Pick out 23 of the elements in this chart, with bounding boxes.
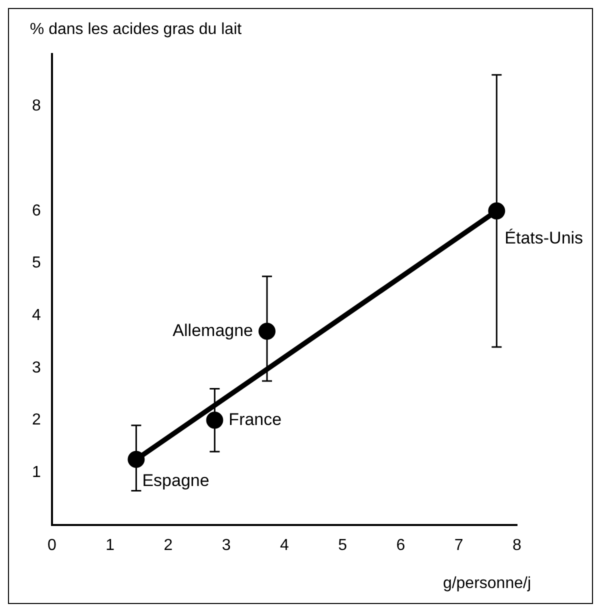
y-tick-label: 5 bbox=[32, 254, 41, 272]
y-tick-label: 6 bbox=[32, 202, 41, 220]
point bbox=[258, 322, 276, 340]
x-tick-label: 4 bbox=[280, 536, 289, 554]
x-tick-label: 3 bbox=[222, 536, 231, 554]
x-axis-title: g/personne/j bbox=[442, 575, 531, 592]
annotation: Allemagne bbox=[172, 320, 254, 340]
x-tick-label: 1 bbox=[106, 536, 115, 554]
x-tick-label: 2 bbox=[164, 536, 173, 554]
x-tick-label: 7 bbox=[454, 536, 464, 554]
y-tick-label: 4 bbox=[32, 306, 41, 324]
y-tick-label: 8 bbox=[32, 98, 41, 115]
annotation: France bbox=[228, 410, 282, 429]
y-tick-label: 1 bbox=[32, 464, 41, 481]
y-axis-title: % dans les acides gras du lait bbox=[30, 21, 242, 38]
annotation: Espagne bbox=[142, 471, 210, 490]
x-tick-label: 6 bbox=[396, 536, 406, 554]
annotation: États-Unis bbox=[504, 228, 584, 248]
x-tick-label: 8 bbox=[512, 536, 522, 554]
y-tick-label: 2 bbox=[32, 412, 41, 429]
y-tick-label: 3 bbox=[32, 359, 41, 376]
x-tick-label: 0 bbox=[47, 536, 56, 554]
x-tick-label: 5 bbox=[338, 536, 348, 554]
